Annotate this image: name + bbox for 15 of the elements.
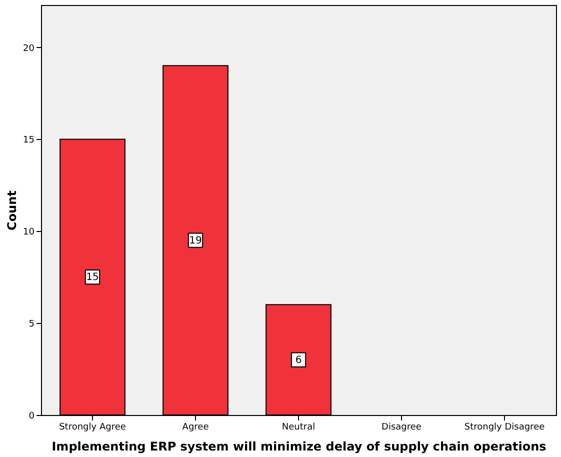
y-axis-title: Count bbox=[5, 190, 20, 230]
y-tick-label: 0 bbox=[28, 412, 35, 422]
y-tick-label: 15 bbox=[23, 136, 34, 146]
data-label: 19 bbox=[189, 235, 202, 246]
data-label: 6 bbox=[295, 354, 302, 366]
x-tick-label: Agree bbox=[182, 422, 210, 432]
x-tick-label: Strongly Disagree bbox=[464, 422, 546, 432]
x-tick-label: Strongly Agree bbox=[59, 422, 126, 432]
y-tick-label: 5 bbox=[28, 320, 34, 330]
y-tick-label: 20 bbox=[23, 44, 35, 54]
x-tick-label: Neutral bbox=[282, 422, 316, 432]
x-axis-title: Implementing ERP system will minimize delay of supply chain operations bbox=[52, 440, 546, 454]
x-tick-label: Disagree bbox=[382, 422, 422, 432]
y-tick-label: 10 bbox=[23, 228, 35, 238]
data-label: 15 bbox=[86, 272, 99, 284]
